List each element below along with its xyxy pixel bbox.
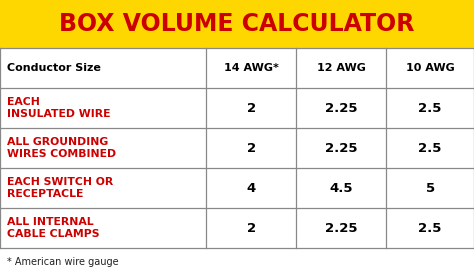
Text: ALL GROUNDING
WIRES COMBINED: ALL GROUNDING WIRES COMBINED xyxy=(7,137,116,159)
Text: EACH
INSULATED WIRE: EACH INSULATED WIRE xyxy=(7,97,110,119)
Text: 5: 5 xyxy=(426,182,435,195)
Text: 4: 4 xyxy=(246,182,256,195)
Text: 2.5: 2.5 xyxy=(419,102,442,115)
Text: 14 AWG*: 14 AWG* xyxy=(224,63,279,73)
Text: BOX VOLUME CALCULATOR: BOX VOLUME CALCULATOR xyxy=(59,12,415,36)
Text: 10 AWG: 10 AWG xyxy=(406,63,455,73)
Text: 2: 2 xyxy=(246,222,256,235)
Text: 2.5: 2.5 xyxy=(419,222,442,235)
Text: * American wire gauge: * American wire gauge xyxy=(7,257,118,267)
Text: 2.25: 2.25 xyxy=(325,222,357,235)
Text: 2.25: 2.25 xyxy=(325,102,357,115)
Text: 12 AWG: 12 AWG xyxy=(317,63,366,73)
Text: 4.5: 4.5 xyxy=(329,182,353,195)
Text: EACH SWITCH OR
RECEPTACLE: EACH SWITCH OR RECEPTACLE xyxy=(7,177,113,199)
Text: 2: 2 xyxy=(246,142,256,155)
Text: 2.5: 2.5 xyxy=(419,142,442,155)
Text: ALL INTERNAL
CABLE CLAMPS: ALL INTERNAL CABLE CLAMPS xyxy=(7,217,100,239)
Text: 2: 2 xyxy=(246,102,256,115)
Text: Conductor Size: Conductor Size xyxy=(7,63,101,73)
Text: 2.25: 2.25 xyxy=(325,142,357,155)
Bar xyxy=(0,0,474,48)
